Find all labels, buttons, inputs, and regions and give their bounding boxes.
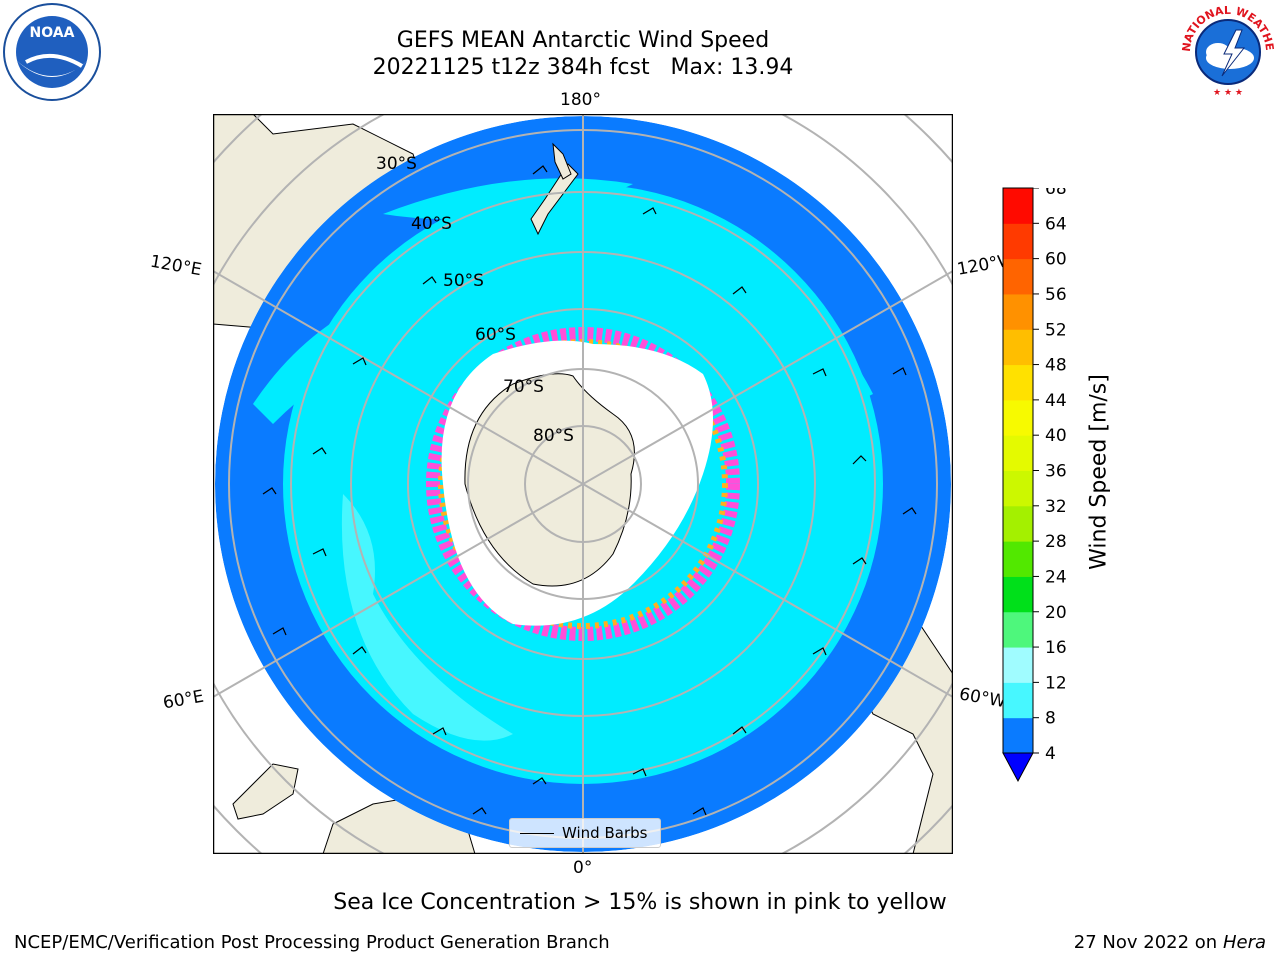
colorbar-tick-label: 68 [1045,188,1067,199]
colorbar-segment [1003,435,1033,471]
legend-line-icon [520,832,554,834]
lon-label-60w: 60°W [957,684,1005,712]
colorbar-extend-min [1002,752,1034,783]
colorbar-tick-label: 36 [1045,462,1067,482]
colorbar-tick-label: 8 [1045,709,1056,729]
lat-label-50s: 50°S [443,271,484,291]
colorbar-tick-label: 32 [1045,497,1067,517]
wind-field-16ms-patches [341,494,513,741]
colorbar-tick-label: 24 [1045,567,1067,587]
lat-label-40s: 40°S [411,214,452,234]
wind-barbs-legend: Wind Barbs [509,818,661,848]
colorbar-tick-label: 48 [1045,356,1067,376]
lon-label-180: 180° [560,90,601,110]
lat-label-60s: 60°S [475,325,516,345]
new-zealand-landmass [530,163,579,236]
colorbar-segment [1003,611,1033,648]
colorbar-segment [1003,258,1033,295]
lon-label-0: 0° [573,858,593,878]
colorbar-tick-label: 20 [1045,603,1067,623]
colorbar-tick-label: 64 [1045,214,1067,234]
legend-label: Wind Barbs [562,824,648,842]
colorbar-tick-label: 44 [1045,391,1067,411]
colorbar [1002,187,1034,783]
lon-label-120e: 120°E [148,251,204,281]
colorbar-segment [1003,682,1033,719]
lon-label-120w: 120°W [955,252,1005,280]
graticule [213,114,953,854]
colorbar-tick-label: 28 [1045,532,1067,552]
colorbar-segment [1003,223,1033,260]
colorbar-tick-label: 40 [1045,426,1067,446]
colorbar-label: Wind Speed [m/s] [1086,374,1112,570]
colorbar-segment [1003,329,1033,366]
colorbar-tick-label: 12 [1045,673,1067,693]
colorbar-ticks: 4 8 12 16 20 24 28 32 36 40 44 48 52 56 60 64 68 [1033,179,1093,788]
colorbar-tick-label: 52 [1045,320,1067,340]
colorbar-tick-label: 60 [1045,250,1067,270]
sea-ice-caption: Sea Ice Concentration > 15% is shown in … [333,890,947,915]
lat-label-70s: 70°S [503,377,544,397]
lat-label-80s: 80°S [533,426,574,446]
colorbar-tick-label: 4 [1045,744,1056,764]
map-subtitle: 20221125 t12z 384h fcst Max: 13.94 [372,55,794,80]
footer-date: 27 Nov 2022 on Hera [1074,932,1266,953]
colorbar-tick-label: 16 [1045,638,1067,658]
colorbar-segment [1003,364,1033,401]
colorbar-segment [1003,717,1033,754]
map-title: GEFS MEAN Antarctic Wind Speed [396,28,770,53]
noaa-logo: NOAA [2,2,102,102]
lat-label-30s: 30°S [376,154,417,174]
colorbar-segment [1003,505,1033,542]
lon-label-60e: 60°E [161,686,206,714]
colorbar-segment [1003,399,1033,436]
colorbar-segment [1003,293,1033,330]
colorbar-tick-label: 56 [1045,285,1067,305]
footer-date-text: 27 Nov 2022 on [1073,932,1218,953]
colorbar-segment [1003,576,1033,613]
colorbar-segment [1003,541,1033,577]
nws-logo: NATIONAL WEATHER SERVICE ★ ★ ★ [1174,0,1278,102]
antarctic-wind-map: 30°S 40°S 50°S 60°S 70°S 80°S [212,113,954,855]
footer-branch: NCEP/EMC/Verification Post Processing Pr… [14,932,610,953]
colorbar-segment [1003,470,1033,507]
svg-text:★ ★ ★: ★ ★ ★ [1213,88,1243,98]
footer-host: Hera [1222,932,1266,953]
colorbar-segment [1003,188,1033,224]
wind-barbs [262,165,917,816]
colorbar-segment [1003,647,1033,683]
noaa-logo-text: NOAA [30,25,75,41]
